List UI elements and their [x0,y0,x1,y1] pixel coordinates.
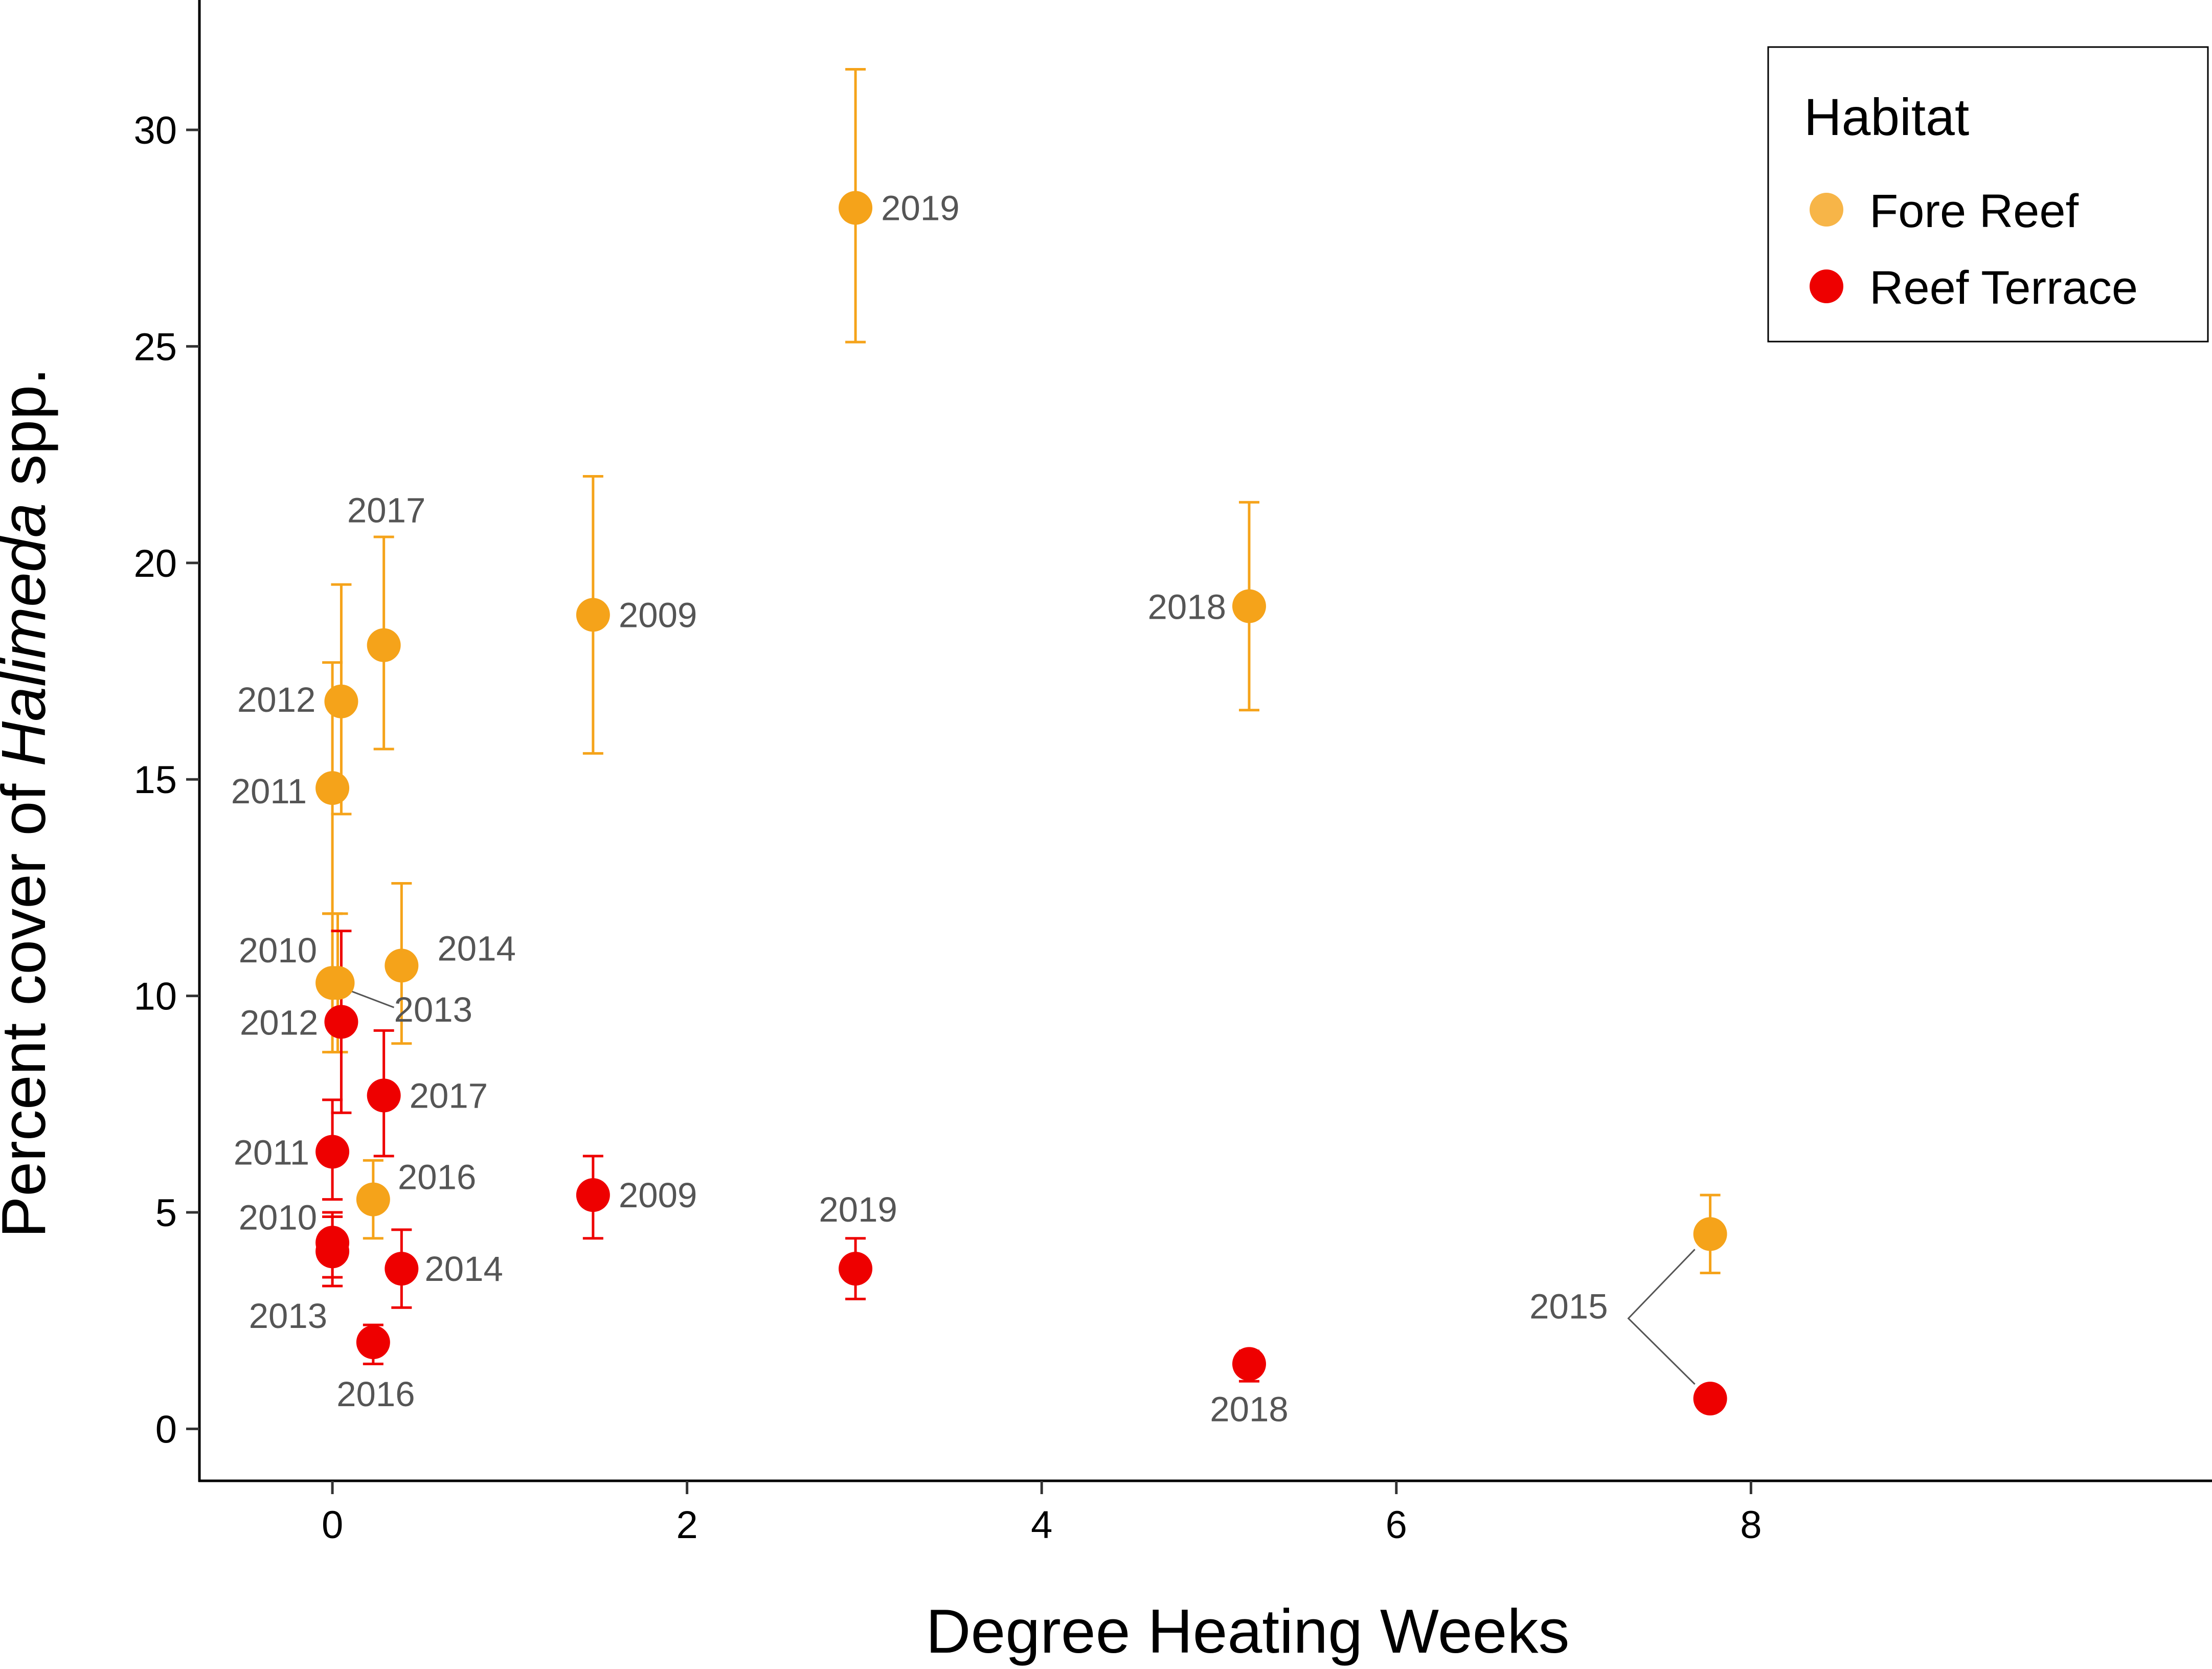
fore-reef-point-2009 [576,598,610,632]
error-bars [322,67,1721,1405]
point-label-2016: 2016 [398,1158,477,1197]
x-tick-label: 4 [1031,1503,1052,1547]
point-label-2016: 2016 [336,1374,415,1414]
point-label-2011: 2011 [234,1133,309,1172]
reef-terrace-point-2018 [1232,1347,1266,1381]
legend-swatch-reef-terrace [1810,269,1843,303]
point-label-2012: 2012 [240,1003,319,1042]
y-tick-label: 5 [155,1191,177,1235]
point-label-2019: 2019 [819,1190,897,1229]
point-label-2010: 2010 [239,1198,318,1237]
legend-title: Habitat [1804,88,1969,146]
reef-terrace-point-2011 [315,1135,350,1169]
point-label-2018: 2018 [1147,587,1226,626]
reef-terrace-point-2019 [839,1252,873,1286]
fore-reef-point-2012 [324,684,358,718]
reef-terrace-point-2015 [1693,1382,1727,1416]
y-axis-title-suffix: spp. [0,368,58,503]
point-label-2011: 2011 [231,772,307,811]
y-tick-label: 25 [133,325,177,369]
reef-terrace-point-2017 [367,1078,401,1113]
fore-reef-point-2018 [1232,589,1266,623]
reef-terrace-point-2009 [576,1178,610,1212]
y-tick-label: 15 [133,758,177,802]
y-tick-label: 0 [155,1408,177,1451]
fore-reef-point-2016 [356,1182,390,1216]
fore-reef-point-2015 [1693,1217,1727,1251]
label-leader-lines [342,987,1696,1385]
fore-reef-point-2017 [367,628,401,662]
x-axis-title: Degree Heating Weeks [926,1596,1569,1666]
y-tick-label: 20 [133,542,177,585]
axes: 0 2 4 6 8 0 5 10 15 20 25 30 [133,0,2212,1547]
point-label-2017: 2017 [410,1076,488,1115]
x-tick-label: 8 [1740,1503,1762,1547]
point-label-2010: 2010 [239,931,318,970]
y-axis-title-prefix: Percent cover of [0,766,58,1238]
point-label-2013: 2013 [249,1296,328,1336]
reef-terrace-point-2012 [324,1005,358,1039]
x-tick-label: 0 [322,1503,343,1547]
reef-terrace-point-2014 [385,1252,419,1286]
point-label-2014: 2014 [437,929,516,968]
reef-terrace-point-2013 [315,1234,350,1269]
reef-terrace-point-2016 [356,1325,390,1360]
point-labels: 2009 2010 2011 2012 2014 2015 2016 2017 2018 2019… [231,188,1608,1429]
point-label-2009: 2009 [619,595,697,635]
fore-reef-point-2014 [385,949,419,983]
point-label-2019: 2019 [881,188,960,228]
fore-reef-point-2011 [315,771,350,805]
point-label-2009: 2009 [619,1176,697,1215]
point-label-2012: 2012 [237,680,316,719]
legend-label-reef-terrace: Reef Terrace [1869,262,2138,314]
point-label-2014: 2014 [424,1249,503,1289]
y-tick-label: 30 [133,109,177,152]
leader-line-2015 [1627,1249,1696,1385]
point-label-2015: 2015 [1529,1287,1608,1326]
y-axis-title: Percent cover of Halimeda spp. [0,368,58,1238]
legend-swatch-fore-reef [1810,193,1843,227]
fore-reef-point-2019 [839,191,873,225]
point-label-2013: 2013 [394,990,472,1029]
point-label-2017: 2017 [347,491,426,530]
y-axis-title-italic: Halimeda [0,503,58,766]
point-label-2018: 2018 [1210,1389,1289,1429]
legend: Habitat Fore Reef Reef Terrace [1767,46,2209,343]
x-tick-label: 2 [676,1503,698,1547]
data-points [315,191,1727,1416]
x-tick-label: 6 [1386,1503,1407,1547]
legend-label-fore-reef: Fore Reef [1869,185,2079,237]
y-tick-label: 10 [133,975,177,1019]
fore-reef-point-2013 [321,966,355,1000]
